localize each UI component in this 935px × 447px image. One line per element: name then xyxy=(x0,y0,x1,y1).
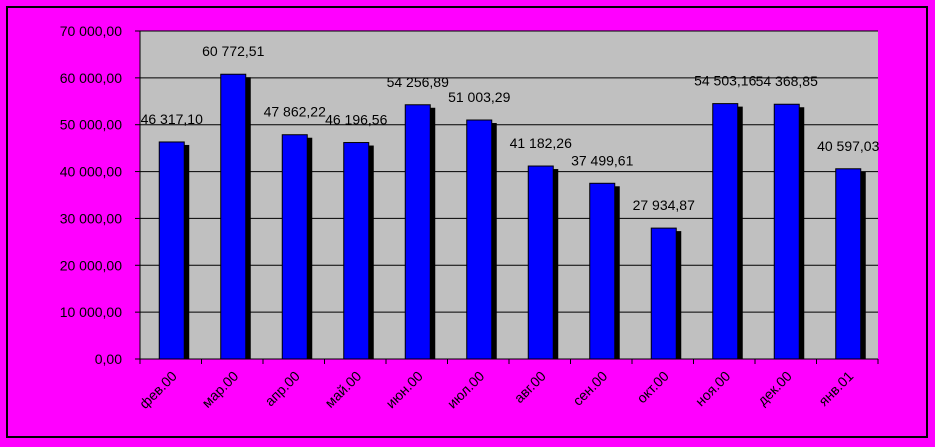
bar xyxy=(650,227,677,360)
y-tick-label: 20 000,00 xyxy=(60,257,122,273)
bar xyxy=(158,141,185,360)
x-tick-label: мар.00 xyxy=(198,368,241,411)
y-tick-label: 0,00 xyxy=(95,351,122,367)
data-label: 41 182,26 xyxy=(510,135,572,151)
plot-area xyxy=(140,31,878,359)
data-label: 40 597,03 xyxy=(817,138,879,154)
x-tick-label: окт.00 xyxy=(633,368,672,407)
data-label: 27 934,87 xyxy=(633,197,695,213)
y-tick-label: 70 000,00 xyxy=(60,23,122,39)
data-label: 54 368,85 xyxy=(756,73,818,89)
y-tick-label: 40 000,00 xyxy=(60,164,122,180)
data-label: 54 256,89 xyxy=(387,74,449,90)
x-tick-label: июн.00 xyxy=(382,368,426,412)
y-tick-label: 10 000,00 xyxy=(60,304,122,320)
data-label: 54 503,16 xyxy=(694,73,756,89)
x-tick-label: янв.01 xyxy=(815,368,856,409)
bars xyxy=(158,73,866,360)
bar xyxy=(281,134,308,360)
bar xyxy=(712,103,739,360)
x-tick-label: авг.00 xyxy=(511,368,549,406)
bar xyxy=(773,103,800,360)
data-label: 46 196,56 xyxy=(325,112,387,128)
gridlines xyxy=(140,30,878,360)
x-axis: фев.00 мар.00 апр.00 май.00 июн.00 июл.00 авг.… xyxy=(136,358,879,412)
x-tick-label: дек.00 xyxy=(754,368,795,409)
bar xyxy=(835,168,862,360)
bar xyxy=(343,142,370,360)
data-label: 46 317,10 xyxy=(141,111,203,127)
y-tick-label: 30 000,00 xyxy=(60,210,122,226)
x-tick-label: май.00 xyxy=(321,368,364,411)
bar xyxy=(527,165,554,360)
x-tick-label: сен.00 xyxy=(569,368,610,409)
x-tick-label: ноя.00 xyxy=(692,368,734,410)
bar xyxy=(589,182,616,360)
x-tick-label: июл.00 xyxy=(444,368,488,412)
y-axis: 0,00 10 000,00 20 000,00 30 000,00 40 000,00… xyxy=(60,23,141,367)
bar xyxy=(220,73,247,360)
data-label: 37 499,61 xyxy=(571,152,633,168)
bar xyxy=(404,104,431,360)
data-labels: 46 317,10 60 772,51 47 862,22 46 196,56 54 2… xyxy=(141,43,880,213)
data-label: 60 772,51 xyxy=(202,43,264,59)
x-tick-label: фев.00 xyxy=(136,368,180,412)
data-label: 47 862,22 xyxy=(264,104,326,120)
y-tick-label: 60 000,00 xyxy=(60,70,122,86)
y-tick-label: 50 000,00 xyxy=(60,117,122,133)
bar xyxy=(466,119,493,360)
data-label: 51 003,29 xyxy=(448,89,510,105)
x-tick-label: апр.00 xyxy=(261,368,303,410)
